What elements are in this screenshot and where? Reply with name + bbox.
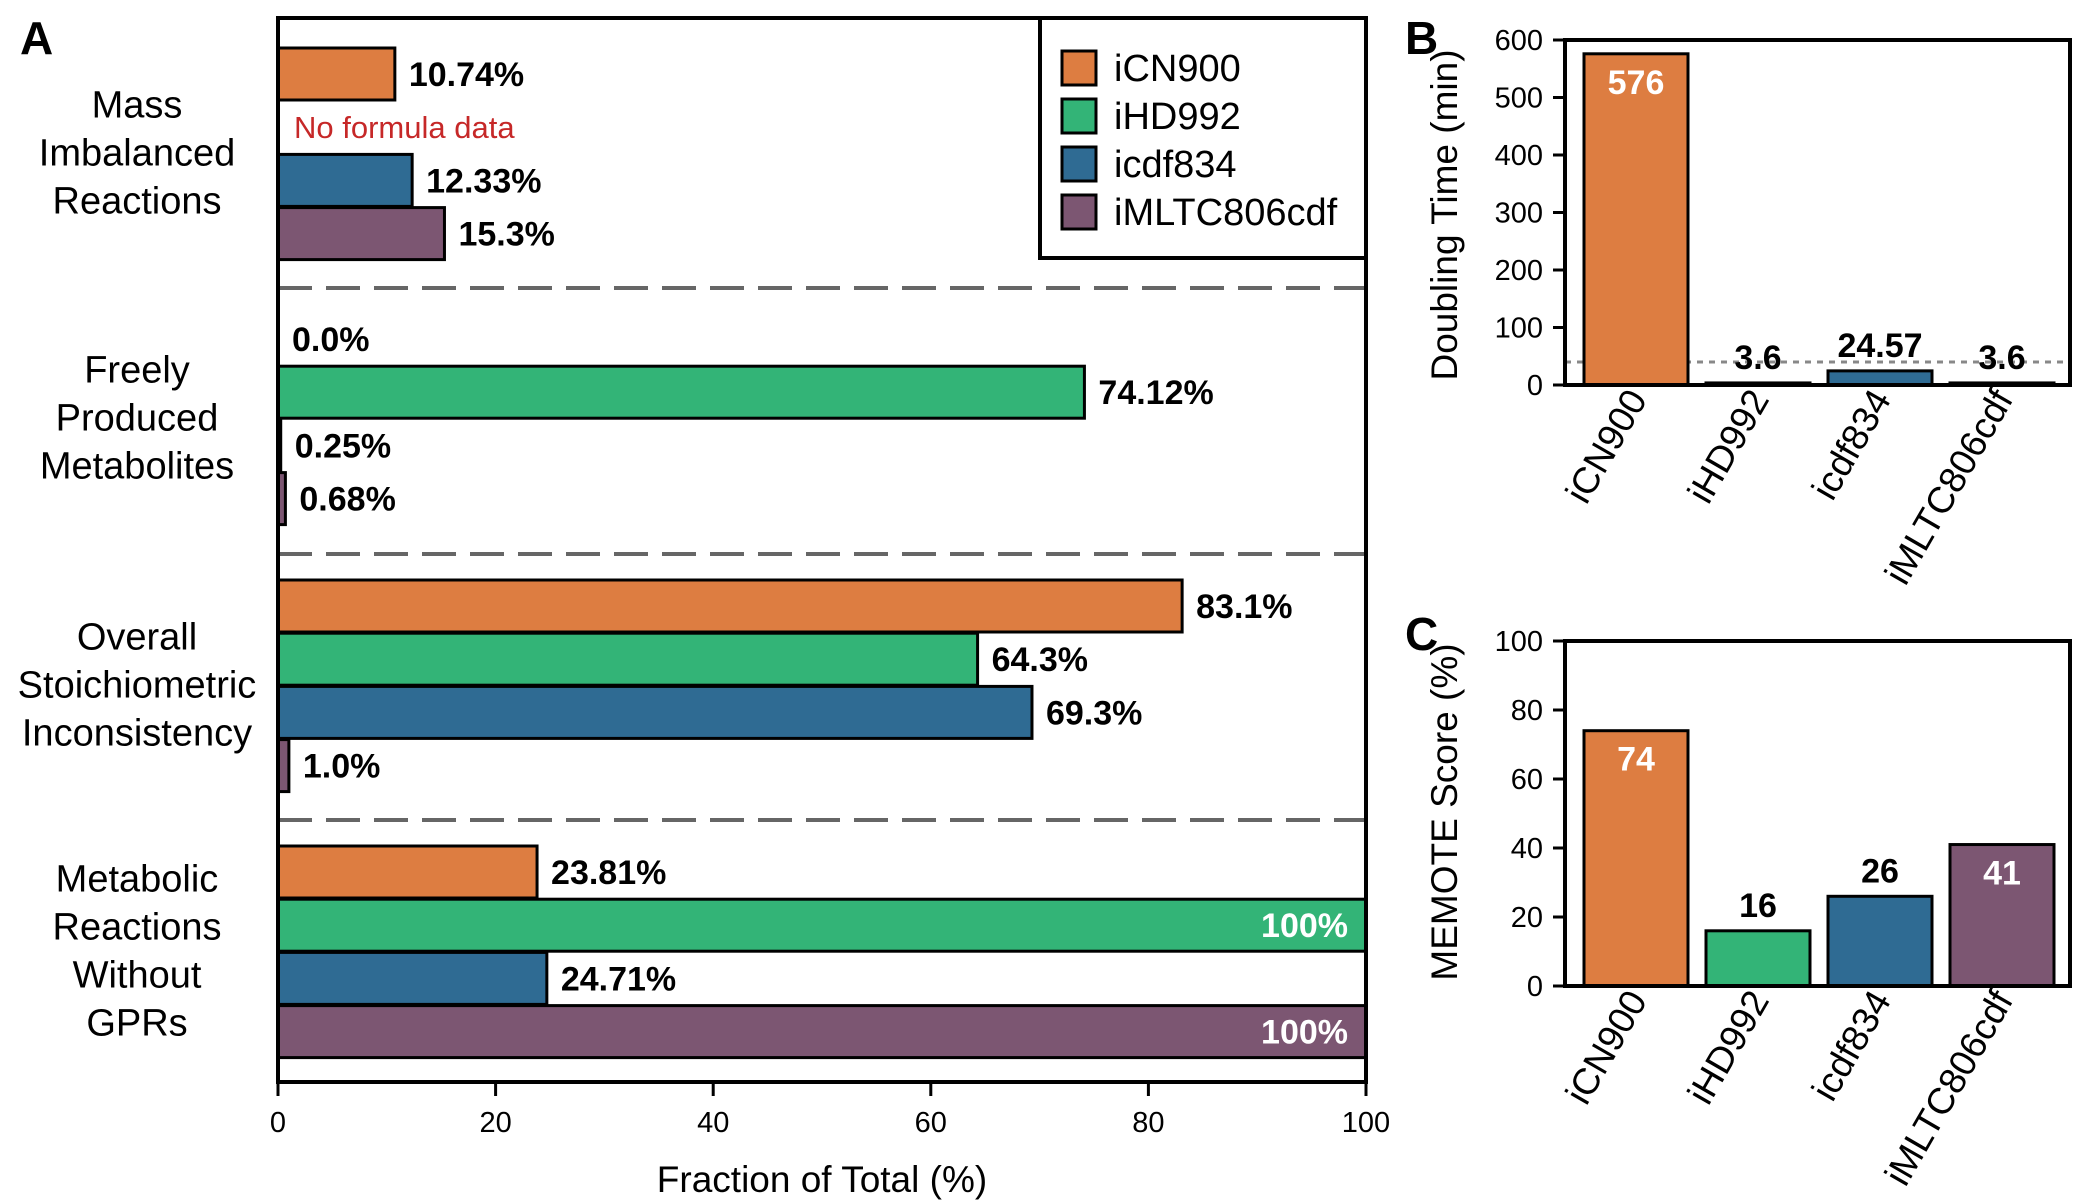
y-tick-label: 80: [1511, 695, 1543, 727]
category-label: Mass Imbalanced Reactions: [39, 84, 235, 222]
panel-b-letter: B: [1405, 12, 1438, 64]
bar-value-label: 64.3%: [992, 641, 1088, 679]
panel-c-letter: C: [1405, 608, 1438, 660]
y-tick-label: 0: [1527, 971, 1543, 1003]
bar-iCN900: [1582, 729, 1690, 988]
x-tick-label: 0: [270, 1107, 286, 1139]
bar-icdf834: [1826, 894, 1934, 988]
y-tick-label: 20: [1511, 902, 1543, 934]
panel-a-frame: [276, 16, 1368, 1084]
bar-value-label: 74.12%: [1098, 374, 1213, 412]
bar-iCN900: [276, 578, 1184, 634]
legend-label-iHD992: iHD992: [1114, 96, 1241, 138]
y-tick-label: 500: [1495, 83, 1543, 115]
x-tick-label: iCN900: [1558, 383, 1655, 510]
bar-value-label: 83.1%: [1196, 588, 1292, 626]
legend-swatch-icdf834: [1060, 145, 1098, 183]
y-tick-label: 600: [1495, 25, 1543, 57]
no-data-note: No formula data: [294, 110, 515, 145]
panel-c-bar-chart: 74 iCN900 16 iHD992 26 icdf834 41 iMLTC806cdf 0 2…: [1424, 626, 2072, 1192]
bar-iHD992: [1704, 929, 1812, 988]
y-tick-label: 0: [1527, 370, 1543, 402]
y-tick-label: 100: [1495, 626, 1543, 658]
bar-value-label: 74: [1617, 741, 1655, 779]
legend-swatch-iHD992: [1060, 97, 1098, 135]
bar-value-label: 100%: [1261, 907, 1348, 945]
bar-icdf834: [1826, 369, 1934, 387]
bar-value-label: 576: [1608, 64, 1665, 102]
x-tick-label: 40: [697, 1107, 729, 1139]
legend-swatch-iMLTC806cdf: [1060, 193, 1098, 231]
category-label: Overall Stoichiometric Inconsistency: [18, 616, 257, 754]
panel-a-bar-chart: 10.74% No formula data 12.33% 15.3% Mass Imba…: [18, 16, 1390, 1200]
y-tick-label: 300: [1495, 198, 1543, 230]
bar-iHD992: [276, 631, 980, 687]
bar-value-label: 24.57: [1837, 327, 1922, 365]
x-tick-label: icdf834: [1804, 383, 1899, 507]
x-tick-label: iCN900: [1558, 984, 1655, 1111]
y-tick-label: 200: [1495, 255, 1543, 287]
bar-value-label: 3.6: [1734, 339, 1781, 377]
bar-value-label: 100%: [1261, 1014, 1348, 1052]
category-label: Freely Produced Metabolites: [40, 349, 234, 487]
panel-b-y-axis-title: Doubling Time (min): [1424, 49, 1465, 380]
bar-iHD992: [276, 364, 1086, 420]
y-tick-label: 100: [1495, 313, 1543, 345]
bar-value-label: 12.33%: [426, 162, 541, 200]
panel-a-letter: A: [20, 12, 53, 64]
panel-a-x-axis: 0 20 40 60 80 100: [270, 1082, 1390, 1139]
bar-value-label: 0.0%: [292, 321, 370, 359]
bar-value-label: 10.74%: [409, 56, 524, 94]
bar-value-label: 16: [1739, 887, 1777, 925]
bar-value-label: 0.68%: [299, 481, 395, 519]
x-tick-label: 80: [1132, 1107, 1164, 1139]
legend-swatch-iCN900: [1060, 49, 1098, 87]
panel-b-bar-chart: 576 iCN900 3.6 iHD992 24.57 icdf834 3.6 iMLTC80…: [1424, 25, 2072, 591]
bar-value-label: 15.3%: [458, 216, 554, 254]
x-tick-label: iMLTC806cdf: [1877, 382, 2022, 591]
bar-iHD992: [276, 897, 1368, 953]
x-tick-label: iMLTC806cdf: [1877, 983, 2022, 1192]
category-label: Metabolic Reactions Without GPRs: [53, 858, 222, 1044]
x-tick-label: iHD992: [1680, 984, 1777, 1111]
bar-value-label: 24.71%: [561, 960, 676, 998]
bar-value-label: 41: [1983, 855, 2021, 893]
panel-a-x-axis-title: Fraction of Total (%): [657, 1159, 987, 1200]
bar-icdf834: [276, 950, 549, 1006]
bar-value-label: 0.25%: [295, 427, 391, 465]
legend-label-iMLTC806cdf: iMLTC806cdf: [1114, 192, 1338, 234]
bar-value-label: 69.3%: [1046, 694, 1142, 732]
y-tick-label: 400: [1495, 140, 1543, 172]
panel-c-y-axis-title: MEMOTE Score (%): [1424, 643, 1465, 980]
bar-icdf834: [276, 152, 414, 208]
bar-iMLTC806cdf: [276, 1004, 1368, 1060]
bar-value-label: 1.0%: [303, 748, 381, 786]
x-tick-label: iHD992: [1680, 383, 1777, 510]
x-tick-label: 20: [479, 1107, 511, 1139]
bar-value-label: 23.81%: [551, 854, 666, 892]
bar-value-label: 26: [1861, 852, 1899, 890]
bar-iCN900: [276, 46, 397, 102]
plot-frame: [1563, 38, 2072, 387]
x-tick-label: 100: [1342, 1107, 1390, 1139]
y-tick-label: 40: [1511, 833, 1543, 865]
bar-iMLTC806cdf: [276, 206, 446, 262]
plot-frame: [1563, 639, 2072, 988]
bar-icdf834: [276, 684, 1034, 740]
bar-iCN900: [1582, 52, 1690, 387]
x-tick-label: 60: [915, 1107, 947, 1139]
legend-label-iCN900: iCN900: [1114, 48, 1241, 90]
panel-a-legend: iCN900 iHD992 icdf834 iMLTC806cdf: [1038, 16, 1368, 260]
y-tick-label: 60: [1511, 764, 1543, 796]
bar-value-label: 3.6: [1978, 339, 2025, 377]
legend-label-icdf834: icdf834: [1114, 144, 1237, 186]
bar-iCN900: [276, 844, 539, 900]
x-tick-label: icdf834: [1804, 984, 1899, 1108]
